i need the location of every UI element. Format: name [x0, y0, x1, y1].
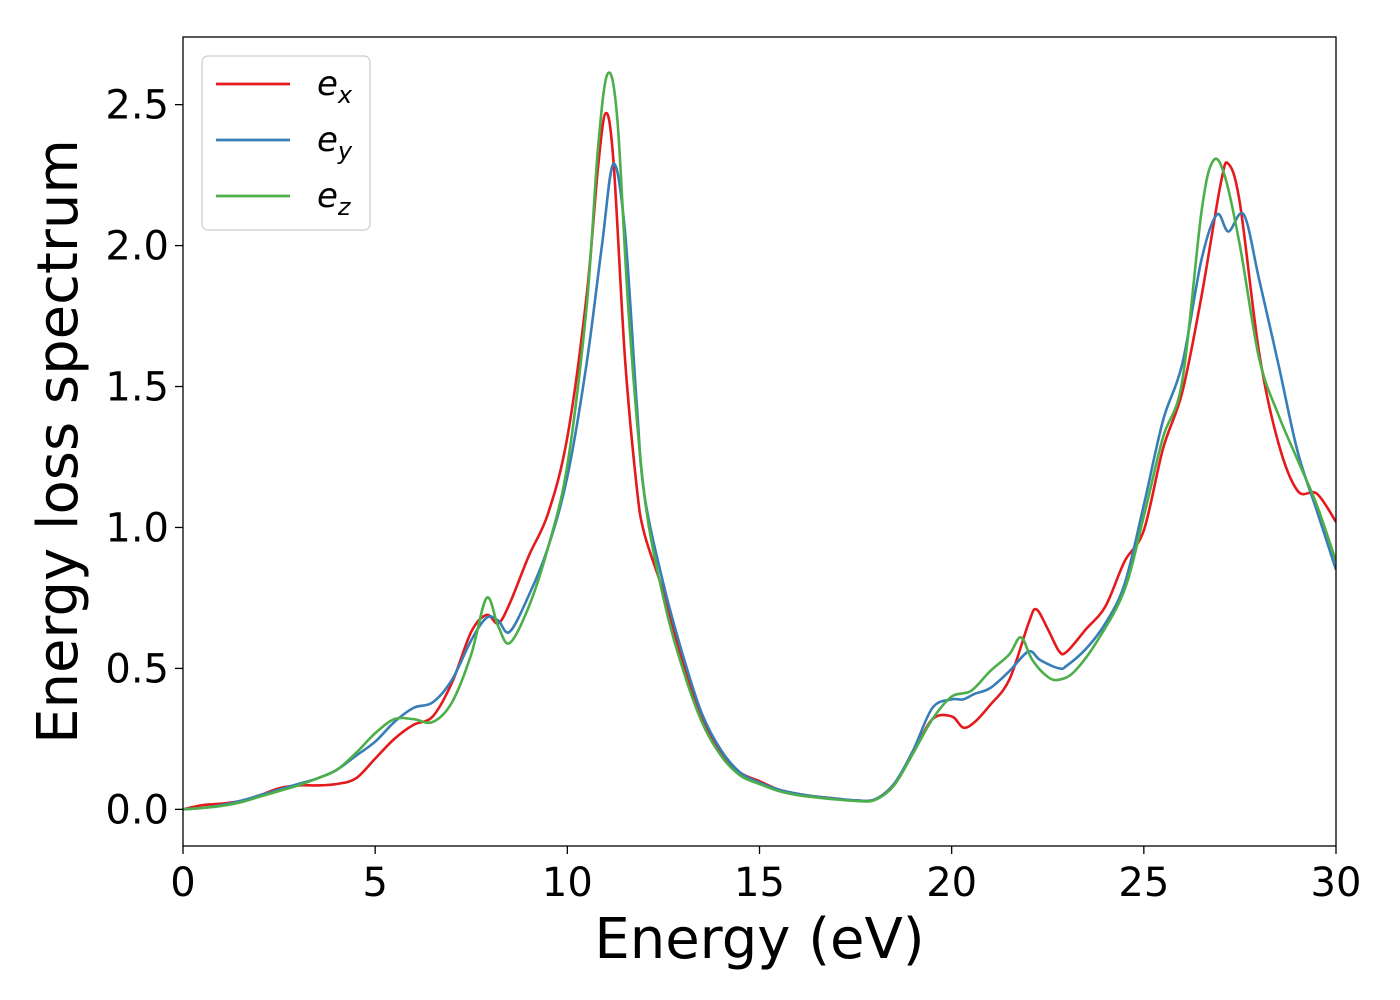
x-tick-label: 20: [926, 860, 977, 906]
x-axis: 0 5 10 15 20 25 30: [170, 846, 1361, 906]
y-axis: 0.0 0.5 1.0 1.5 2.0 2.5: [105, 83, 183, 833]
x-tick-label: 0: [170, 860, 195, 906]
y-tick-label: 1.5: [105, 365, 169, 411]
legend-label: ez: [317, 176, 352, 221]
series-line-e-y: [183, 162, 1336, 811]
y-axis-label: Energy loss spectrum: [26, 139, 91, 744]
x-tick-label: 15: [734, 860, 785, 906]
series-line-e-z: [183, 71, 1336, 811]
y-tick-label: 2.0: [105, 224, 169, 270]
y-tick-label: 0.0: [105, 787, 169, 833]
y-tick-label: 0.5: [105, 646, 169, 692]
plot-lines: [183, 71, 1336, 811]
legend-label: ex: [317, 64, 353, 109]
y-tick-label: 1.0: [105, 505, 169, 551]
x-tick-label: 30: [1311, 860, 1362, 906]
legend-box: [201, 55, 371, 231]
x-tick-label: 10: [542, 860, 593, 906]
x-axis-label: Energy (eV): [594, 907, 924, 972]
legend: ex ey ez: [201, 55, 371, 231]
x-tick-label: 5: [362, 860, 387, 906]
legend-label: ey: [317, 120, 353, 165]
y-tick-label: 2.5: [105, 83, 169, 129]
x-tick-label: 25: [1118, 860, 1169, 906]
